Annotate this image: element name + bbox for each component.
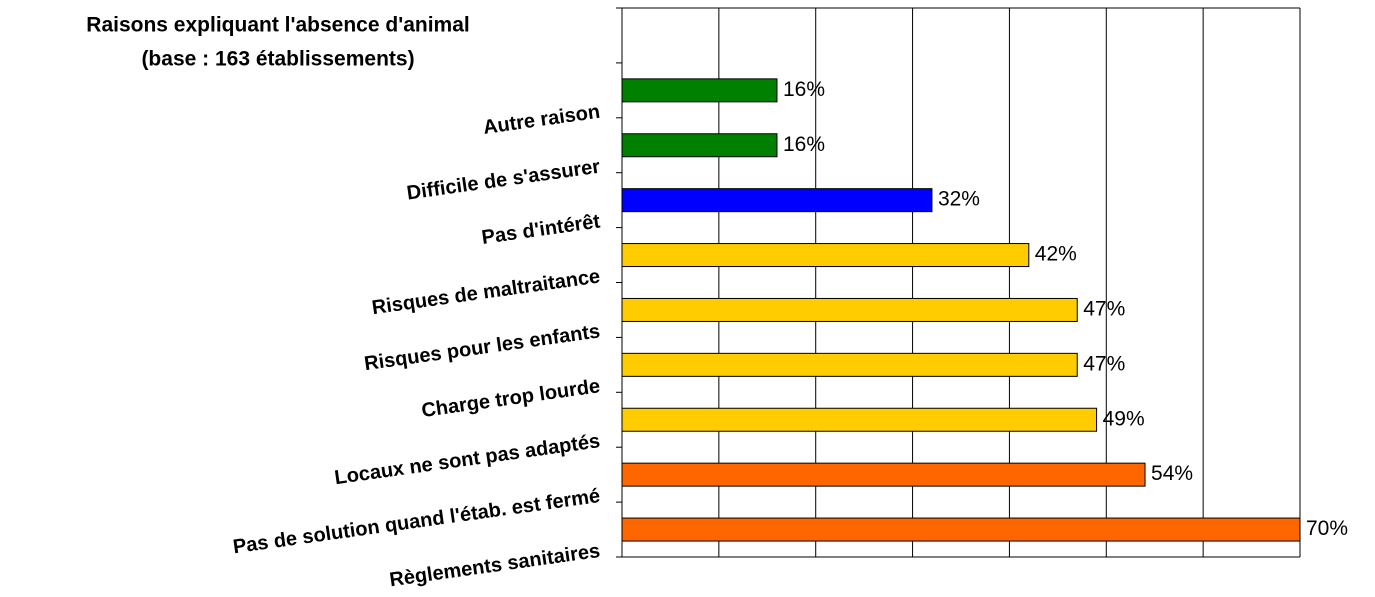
y-tick-label: Risques de maltraitance (371, 265, 602, 319)
chart-title: Raisons expliquant l'absence d'animal (86, 14, 469, 37)
bar (621, 133, 778, 158)
bar (621, 188, 933, 213)
value-label: 47% (1083, 297, 1125, 320)
y-tick-label: Règlements sanitaires (388, 540, 601, 591)
bar (621, 243, 1030, 268)
value-label: 32% (938, 188, 980, 211)
value-label: 54% (1151, 462, 1193, 485)
value-label: 70% (1306, 517, 1348, 540)
y-tick-label: Locaux ne sont pas adaptés (333, 430, 601, 489)
bar (621, 517, 1301, 542)
y-tick-label: Charge trop lourde (420, 375, 601, 422)
bar (621, 78, 778, 103)
y-tick-label: Risques pour les enfants (363, 320, 602, 375)
y-tick-label: Difficile de s'assurer (405, 156, 601, 205)
bar (621, 297, 1078, 322)
value-label: 42% (1035, 243, 1077, 266)
bar (621, 462, 1146, 487)
value-label: 16% (783, 78, 825, 101)
chart-subtitle: (base : 163 établissements) (141, 48, 414, 71)
value-label: 47% (1083, 352, 1125, 375)
bar (621, 352, 1078, 377)
value-label: 16% (783, 133, 825, 156)
bar (621, 407, 1098, 432)
y-tick-label: Autre raison (482, 101, 602, 139)
value-label: 49% (1103, 407, 1145, 430)
y-tick-label: Pas d'intérêt (480, 210, 601, 248)
